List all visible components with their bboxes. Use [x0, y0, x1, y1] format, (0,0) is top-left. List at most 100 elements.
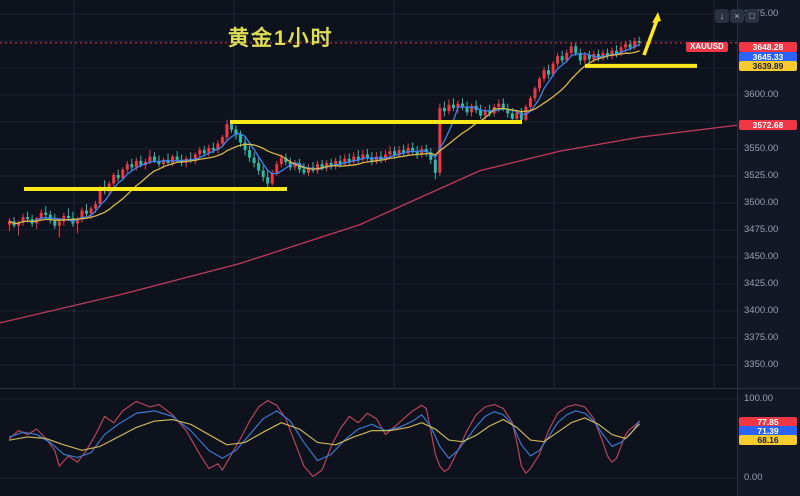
- candle-body: [94, 204, 98, 209]
- candle-body: [175, 156, 179, 160]
- candle-body: [248, 150, 252, 158]
- candle-body: [229, 124, 233, 130]
- candle-body: [397, 150, 401, 156]
- candle-body: [306, 167, 310, 173]
- candle-body: [17, 222, 21, 226]
- candle-body: [361, 154, 365, 160]
- candle-body: [551, 63, 555, 75]
- candle-body: [302, 169, 306, 173]
- kdj-j-line: [8, 399, 640, 478]
- kdj-k-line: [8, 410, 640, 462]
- screenshot-icon[interactable]: □: [745, 9, 759, 23]
- axis-border: [737, 0, 738, 496]
- candle-body: [207, 147, 211, 154]
- price-badge: 3645.33: [739, 52, 797, 62]
- candle-body: [275, 164, 279, 173]
- axis-label: 3550.00: [744, 143, 779, 154]
- candle-body: [266, 177, 270, 184]
- candle-body: [171, 156, 175, 164]
- candle-body: [347, 158, 351, 162]
- candle-body: [85, 210, 89, 214]
- candle-body: [624, 44, 628, 48]
- price-badge: 71.39: [739, 426, 797, 436]
- candle-body: [198, 150, 202, 155]
- axis-label: 0.00: [744, 472, 763, 483]
- candle-body: [352, 156, 356, 162]
- candle-body: [488, 110, 492, 114]
- price-axis[interactable]: 3675.00 3600.00 3550.00 3525.00 3500.00 3475.…: [738, 0, 800, 496]
- candle-body: [329, 163, 333, 167]
- candle-body: [193, 154, 197, 161]
- candle-body: [134, 160, 138, 168]
- candle-body: [316, 164, 320, 171]
- axis-label: 3525.00: [744, 170, 779, 181]
- download-icon[interactable]: ↓: [715, 9, 729, 23]
- candle-body: [515, 112, 519, 119]
- candle-body: [565, 52, 569, 61]
- candle-body: [252, 157, 256, 164]
- candle-body: [465, 106, 469, 113]
- candle-body: [383, 154, 387, 160]
- candle-body: [57, 221, 61, 226]
- candle-body: [80, 210, 84, 220]
- candle-body: [279, 157, 283, 165]
- axis-label: 3425.00: [744, 278, 779, 289]
- candle-body: [66, 215, 70, 219]
- chart-canvas[interactable]: [0, 0, 738, 496]
- candle-body: [610, 50, 614, 57]
- candle-body: [388, 151, 392, 155]
- candle-body: [62, 215, 66, 222]
- chart-title-annotation[interactable]: 黄金1小时: [228, 27, 334, 50]
- candle-body: [492, 106, 496, 114]
- candle-body: [157, 160, 161, 165]
- candle-body: [533, 88, 537, 99]
- axis-label: 3475.00: [744, 224, 779, 235]
- candle-body: [39, 212, 43, 219]
- long-ma-line: [0, 124, 738, 324]
- candle-body: [121, 169, 125, 179]
- candle-body: [125, 164, 129, 170]
- up-arrow-drawing[interactable]: [642, 12, 661, 56]
- candle-body: [8, 221, 11, 225]
- candle-body: [116, 174, 120, 179]
- candle-body: [112, 174, 116, 184]
- candle-body: [402, 150, 406, 154]
- candle-body: [542, 70, 546, 79]
- candle-body: [628, 44, 632, 48]
- candle-body: [605, 52, 609, 57]
- candle-body: [470, 105, 474, 113]
- candle-body: [447, 104, 451, 112]
- candle-body: [365, 154, 369, 158]
- candle-body: [21, 217, 25, 223]
- candle-body: [619, 47, 623, 54]
- candle-body: [216, 143, 220, 151]
- candle-body: [211, 147, 215, 151]
- maximize-icon[interactable]: ×: [730, 9, 744, 23]
- pane-separator[interactable]: [0, 388, 800, 389]
- candle-body: [239, 134, 243, 143]
- symbol-badge: XAUUSD: [686, 42, 728, 52]
- candle-body: [483, 110, 487, 116]
- candle-body: [583, 55, 587, 61]
- candle-body: [162, 159, 166, 165]
- candle-body: [334, 160, 338, 167]
- candle-body: [461, 103, 464, 107]
- price-badge: 3648.28: [739, 42, 797, 52]
- candle-body: [130, 164, 134, 168]
- kdj-d-line: [8, 417, 640, 451]
- axis-label: 3675.00: [744, 8, 779, 19]
- axis-label: 3375.00: [744, 332, 779, 343]
- candle-body: [26, 217, 30, 220]
- candle-body: [293, 163, 297, 168]
- candle-body: [442, 107, 446, 112]
- candle-body: [415, 151, 419, 155]
- candle-body: [501, 103, 505, 110]
- candle-body: [633, 41, 637, 48]
- candle-body: [429, 152, 433, 160]
- candle-body: [243, 142, 247, 151]
- candle-body: [343, 158, 347, 165]
- candle-body: [574, 46, 578, 53]
- candle-body: [560, 56, 564, 61]
- candle-body: [637, 41, 641, 43]
- price-badge: 3572.68: [739, 120, 797, 130]
